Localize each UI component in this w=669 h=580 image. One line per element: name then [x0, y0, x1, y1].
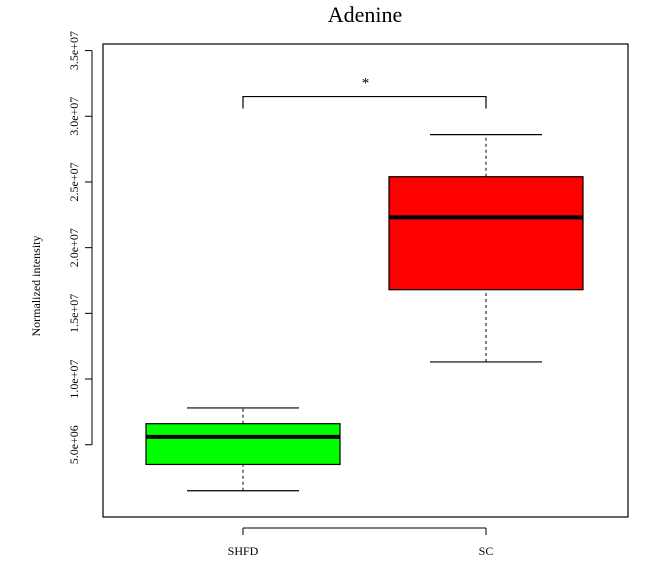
- y-tick-label: 1.5e+07: [67, 294, 81, 333]
- y-axis-label: Normalized intensity: [29, 236, 43, 337]
- chart-title: Adenine: [328, 2, 403, 27]
- y-tick-label: 3.5e+07: [67, 31, 81, 70]
- chart-marks: 5.0e+06 1.0e+07 1.5e+07 2.0e+07 2.5e+07 3.0e+…: [67, 31, 584, 558]
- box-sc-body: [388, 176, 584, 291]
- y-tick-label: 3.0e+07: [67, 97, 81, 136]
- y-tick-label: 2.0e+07: [67, 228, 81, 267]
- significance-marker: *: [362, 76, 370, 92]
- y-tick-label: 1.0e+07: [67, 359, 81, 398]
- box-shfd-body: [145, 423, 341, 466]
- y-tick-label: 5.0e+06: [67, 425, 81, 464]
- plot-frame: [102, 43, 629, 518]
- x-tick-label: SHFD: [228, 544, 259, 558]
- y-tick-label: 2.5e+07: [67, 162, 81, 201]
- x-tick-label: SC: [479, 544, 494, 558]
- significance-bracket: [242, 95, 487, 109]
